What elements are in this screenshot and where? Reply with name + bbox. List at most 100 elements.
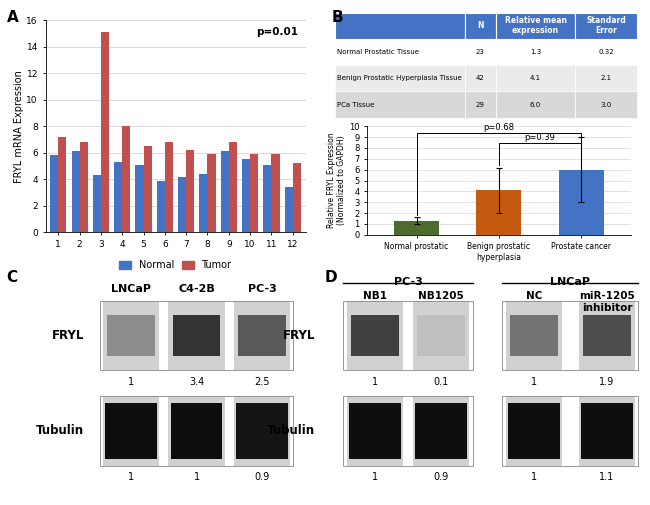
Bar (168, 396, 225, 466)
Bar (100, 300, 293, 370)
Bar (239, 315, 285, 357)
Bar (506, 396, 562, 466)
Text: 4.1: 4.1 (530, 75, 541, 81)
Bar (93, 175, 101, 232)
Bar (200, 174, 207, 232)
Bar (343, 300, 473, 370)
Bar (272, 154, 280, 232)
Y-axis label: Relative FRYL Expression
(Normalized to GAPDH): Relative FRYL Expression (Normalized to … (327, 133, 346, 228)
Text: FRYL: FRYL (52, 329, 84, 342)
Bar (186, 150, 194, 232)
Bar (250, 154, 258, 232)
Bar (165, 142, 173, 232)
Text: PCa Tissue: PCa Tissue (337, 102, 374, 108)
Bar (558, 170, 604, 235)
Bar (413, 396, 469, 466)
Text: 23: 23 (476, 49, 485, 55)
Bar (234, 396, 290, 466)
Text: 0.9: 0.9 (254, 473, 270, 482)
Bar (58, 137, 66, 232)
Bar (171, 403, 222, 459)
Text: C4-2B: C4-2B (178, 284, 215, 294)
Text: LNCaP: LNCaP (111, 284, 151, 294)
Text: miR-1205
inhibitor: miR-1205 inhibitor (579, 291, 635, 313)
Bar (107, 315, 155, 357)
Bar (502, 300, 638, 370)
Text: 3.0: 3.0 (601, 102, 612, 108)
Bar (100, 396, 293, 466)
Bar (135, 165, 144, 232)
Text: B: B (332, 10, 343, 25)
Bar (229, 142, 237, 232)
Bar (72, 152, 79, 232)
Bar (346, 300, 403, 370)
Text: p=0.39: p=0.39 (525, 133, 556, 142)
Bar (157, 181, 165, 232)
Bar (114, 162, 122, 232)
Bar (50, 156, 58, 232)
Text: Normal Prostatic Tissue: Normal Prostatic Tissue (337, 49, 419, 55)
Text: 1: 1 (531, 377, 537, 387)
Bar (583, 315, 630, 357)
Bar (502, 396, 638, 466)
Bar (578, 396, 635, 466)
Text: N: N (477, 21, 484, 30)
Text: 1: 1 (194, 473, 200, 482)
Text: 29: 29 (476, 102, 485, 108)
Text: 3.4: 3.4 (189, 377, 204, 387)
Bar (103, 300, 159, 370)
Bar (144, 146, 151, 232)
Bar (581, 403, 633, 459)
Text: NC: NC (526, 291, 542, 301)
Bar (578, 300, 635, 370)
Text: Standard
Error: Standard Error (586, 16, 626, 35)
Text: FRYL: FRYL (283, 329, 315, 342)
Text: LNCaP: LNCaP (551, 277, 590, 287)
Bar (236, 403, 288, 459)
Text: 42: 42 (476, 75, 485, 81)
Bar (105, 403, 157, 459)
Text: 1.1: 1.1 (599, 473, 614, 482)
Bar (346, 396, 403, 466)
Bar (394, 221, 439, 235)
Text: 0.9: 0.9 (434, 473, 448, 482)
Bar (173, 315, 220, 357)
Text: 1: 1 (372, 473, 378, 482)
Bar (351, 315, 398, 357)
Text: NB1: NB1 (363, 291, 387, 301)
Bar (207, 154, 216, 232)
Text: A: A (6, 10, 18, 25)
Text: p=0.68: p=0.68 (484, 123, 514, 132)
Bar (510, 315, 558, 357)
Bar (349, 403, 401, 459)
Bar (103, 396, 159, 466)
Bar (122, 126, 130, 232)
Text: 1.9: 1.9 (599, 377, 614, 387)
Text: 1: 1 (128, 377, 134, 387)
Y-axis label: FRYL mRNA Expression: FRYL mRNA Expression (14, 70, 23, 183)
Text: 6.0: 6.0 (530, 102, 541, 108)
Bar (168, 300, 225, 370)
Bar (234, 300, 290, 370)
Bar (242, 160, 250, 232)
Text: PC-3: PC-3 (394, 277, 422, 287)
Bar (417, 315, 465, 357)
Text: Tubulin: Tubulin (36, 424, 84, 437)
Bar (413, 300, 469, 370)
Bar (415, 403, 467, 459)
Text: 0.32: 0.32 (598, 49, 614, 55)
Bar (101, 32, 109, 232)
Text: 1: 1 (128, 473, 134, 482)
Text: NB1205: NB1205 (419, 291, 464, 301)
Text: Benign Prostatic Hyperplasia Tissue: Benign Prostatic Hyperplasia Tissue (337, 75, 462, 81)
Bar (508, 403, 560, 459)
Text: Relative mean
expression: Relative mean expression (504, 16, 567, 35)
Bar (476, 190, 521, 235)
Text: PC-3: PC-3 (248, 284, 276, 294)
Bar (79, 142, 88, 232)
Bar (221, 152, 229, 232)
Text: 1: 1 (372, 377, 378, 387)
Legend: Normal, Tumor: Normal, Tumor (116, 257, 235, 274)
Bar (285, 187, 292, 232)
Bar (178, 177, 186, 232)
